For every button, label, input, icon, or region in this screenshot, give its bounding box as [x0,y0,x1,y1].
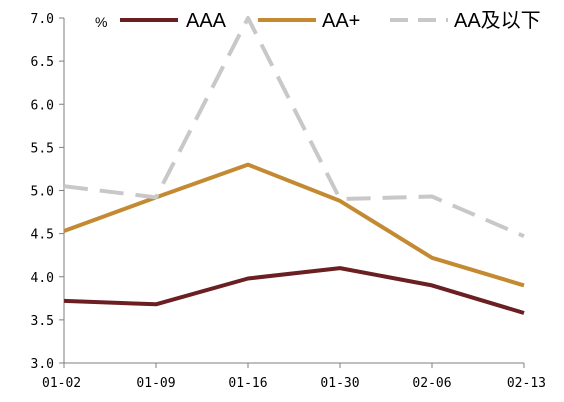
x-tick-label: 01-02 [42,376,81,391]
y-tick-label: 4.5 [31,228,54,243]
series-line-2 [63,16,525,239]
x-tick-label: 01-30 [320,376,359,391]
y-tick-label: 7.0 [31,12,54,27]
y-tick-label: 5.0 [31,185,54,200]
y-tick-label: 4.0 [31,271,54,286]
legend: % AAA AA+ AA及以下 [95,10,541,32]
axes: 3.0 3.5 4.0 4.5 5.0 5.5 6.0 6.5 7.0 01-02 01-09 01-… [31,12,546,391]
y-tick-label: 6.5 [31,55,54,70]
series-line-0 [63,266,525,315]
series-lines [63,16,525,315]
y-tick-label: 3.5 [31,314,54,329]
y-tick-label: 5.5 [31,141,54,156]
unit-label: % [95,14,107,30]
x-tick-label: 01-16 [228,376,267,391]
legend-label-0: AAA [186,10,227,32]
y-tick-label: 3.0 [31,357,54,372]
x-tick-label: 02-06 [412,376,451,391]
y-tick-label: 6.0 [31,98,54,113]
legend-label-2: AA及以下 [454,10,541,32]
x-tick-label: 01-09 [136,376,175,391]
series-line-1 [63,162,525,288]
legend-label-1: AA+ [322,10,360,32]
x-tick-label: 02-13 [507,376,546,391]
